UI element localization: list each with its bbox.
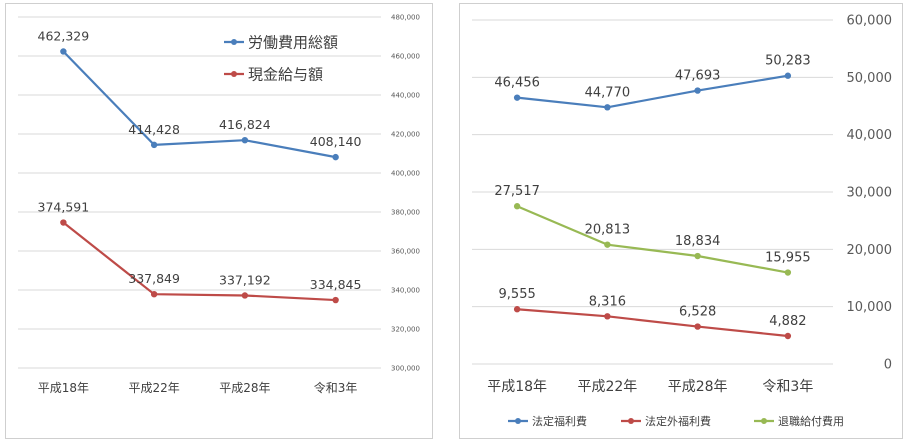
legend-swatch-marker xyxy=(761,418,767,424)
data-point xyxy=(784,72,792,79)
series-line xyxy=(517,74,789,109)
data-point xyxy=(604,313,611,320)
data-label: 337,849 xyxy=(128,271,180,286)
legend-swatch-marker xyxy=(628,418,634,424)
data-label: 44,770 xyxy=(585,85,631,100)
data-point xyxy=(694,323,701,330)
data-label: 20,813 xyxy=(585,223,631,238)
y-tick-label: 50,000 xyxy=(847,71,893,86)
legend-label: 法定外福利費 xyxy=(645,414,711,428)
y-tick-label: 300,000 xyxy=(391,364,420,372)
series-line xyxy=(516,205,789,274)
y-tick-label: 30,000 xyxy=(847,186,893,201)
y-tick-label: 360,000 xyxy=(391,247,420,255)
x-tick-label: 平成28年 xyxy=(668,379,728,395)
chart-panel-labor-cost: 300,000 320,000 340,000 360,000 380,000 400,0… xyxy=(5,3,433,439)
data-label: 6,528 xyxy=(679,305,716,320)
y-tick-label: 20,000 xyxy=(847,243,893,258)
data-point xyxy=(694,87,701,94)
data-point xyxy=(241,292,249,299)
legend-label: 退職給付費用 xyxy=(778,414,844,428)
y-tick-label: 480,000 xyxy=(391,13,420,21)
y-tick-label: 380,000 xyxy=(391,208,420,216)
y-tick-label: 440,000 xyxy=(391,91,420,99)
x-tick-label: 平成28年 xyxy=(219,381,270,395)
data-label: 9,555 xyxy=(499,287,536,302)
data-label: 27,517 xyxy=(494,184,540,199)
data-point xyxy=(784,269,792,276)
welfare-cost-chart: 0 10,000 20,000 30,000 40,000 50,000 60,000 平成1… xyxy=(472,14,893,428)
data-point xyxy=(513,306,521,313)
labor-cost-chart: 300,000 320,000 340,000 360,000 380,000 400,0… xyxy=(18,13,420,395)
series-line xyxy=(62,221,336,302)
legend-swatch-marker xyxy=(231,71,237,77)
data-label: 416,824 xyxy=(219,117,271,132)
y-tick-label: 320,000 xyxy=(391,325,420,333)
data-label: 15,955 xyxy=(765,251,811,266)
data-point xyxy=(513,203,521,210)
data-label: 8,316 xyxy=(589,294,626,309)
x-tick-label: 令和3年 xyxy=(762,379,813,395)
data-label: 47,693 xyxy=(675,69,721,84)
data-point xyxy=(60,48,67,55)
y-tick-label: 420,000 xyxy=(391,130,420,138)
x-tick-label: 平成18年 xyxy=(38,381,89,395)
data-point xyxy=(604,241,611,248)
series-line xyxy=(517,308,788,338)
x-tick-label: 令和3年 xyxy=(314,380,358,395)
legend-label: 法定福利費 xyxy=(532,414,587,428)
data-point xyxy=(150,290,158,298)
y-tick-label: 0 xyxy=(884,358,892,373)
data-label: 414,428 xyxy=(128,122,180,137)
x-tick-label: 平成18年 xyxy=(487,379,547,395)
y-tick-label: 10,000 xyxy=(847,300,893,315)
y-tick-label: 460,000 xyxy=(391,52,420,60)
data-label: 46,456 xyxy=(494,76,540,91)
x-tick-label: 平成22年 xyxy=(577,379,637,395)
data-point xyxy=(513,94,521,101)
data-point xyxy=(332,296,339,304)
data-label: 50,283 xyxy=(765,54,811,69)
data-label: 337,192 xyxy=(219,272,271,287)
chart-panel-welfare-cost: 0 10,000 20,000 30,000 40,000 50,000 60,000 平成1… xyxy=(459,3,903,439)
y-tick-label: 400,000 xyxy=(391,169,420,177)
data-point xyxy=(604,104,611,111)
legend-label: 現金給与額 xyxy=(248,65,323,83)
legend-swatch-marker xyxy=(231,39,237,45)
data-point xyxy=(332,153,339,161)
data-label: 4,882 xyxy=(769,314,806,329)
series-line xyxy=(62,50,336,159)
data-label: 334,845 xyxy=(310,277,362,292)
data-label: 462,329 xyxy=(38,28,90,43)
data-point xyxy=(60,219,67,226)
legend-swatch-marker xyxy=(515,418,521,424)
legend-label: 労働費用総額 xyxy=(248,33,338,51)
y-tick-label: 60,000 xyxy=(847,14,893,29)
data-point xyxy=(241,136,249,144)
y-tick-label: 40,000 xyxy=(847,128,893,143)
data-label: 408,140 xyxy=(310,134,362,149)
data-label: 18,834 xyxy=(675,234,721,249)
y-tick-label: 340,000 xyxy=(391,286,420,294)
data-point xyxy=(694,252,701,260)
x-tick-label: 平成22年 xyxy=(128,381,179,395)
data-point xyxy=(784,332,792,340)
data-point xyxy=(150,141,158,149)
data-label: 374,591 xyxy=(38,200,90,215)
